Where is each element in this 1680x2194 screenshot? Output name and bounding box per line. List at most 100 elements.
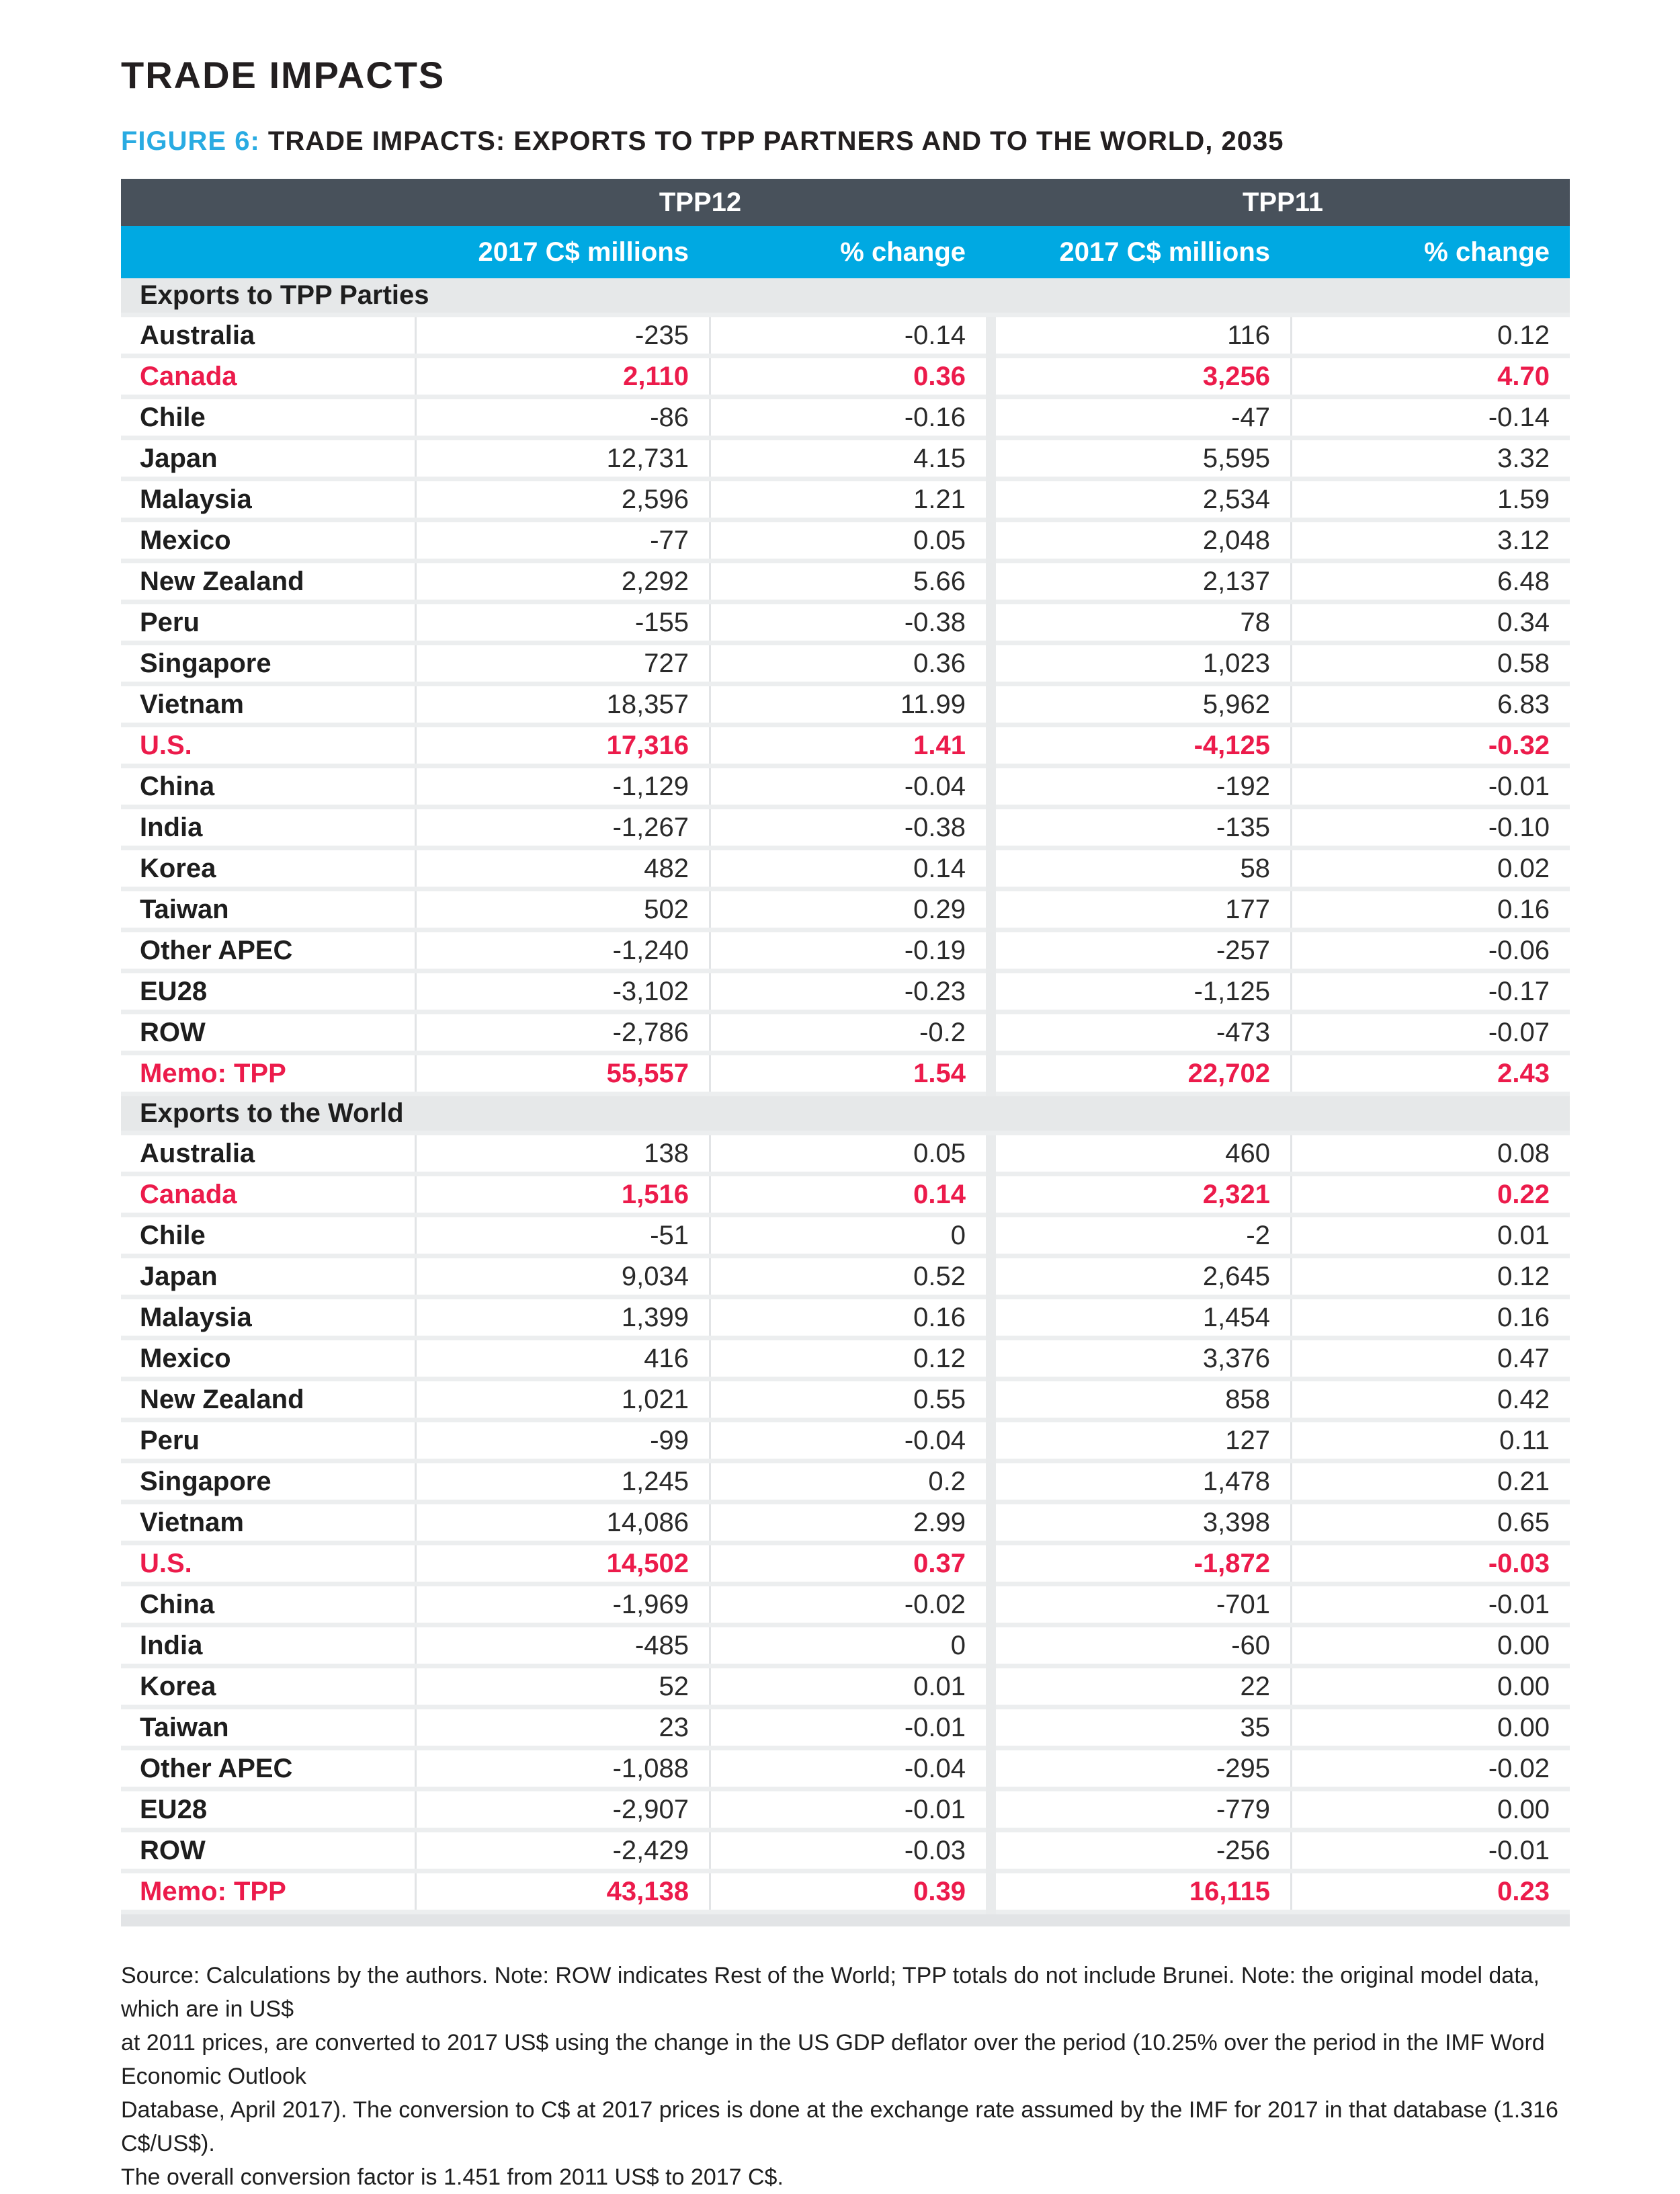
- cell-tpp11-value: -135: [1216, 812, 1270, 842]
- table-body: Exports to TPP Parties Australia -235 -0.14…: [121, 278, 1570, 1914]
- cell-tpp12-value: 2,596: [415, 481, 709, 518]
- table-row: Singapore 1,245 0.2 1,478 0.21: [121, 1463, 1570, 1504]
- cell-tpp11-pct: 0.34: [1290, 604, 1570, 641]
- column-group-gap: [986, 440, 996, 481]
- cell-tpp11-pct: 3.12: [1290, 522, 1570, 559]
- cell-tpp11-value: 116: [1227, 320, 1270, 350]
- cell-tpp12-value: -1,129: [415, 768, 709, 805]
- section-header: Exports to TPP Parties: [121, 278, 1570, 317]
- cell-tpp11-pct: 4.70: [1290, 358, 1570, 395]
- column-group-gap: [986, 1545, 996, 1586]
- cell-tpp11-pct: 0.11: [1290, 1422, 1570, 1459]
- cell-tpp12-pct: 0.52: [709, 1258, 986, 1295]
- cell-tpp11-value: -192: [1216, 771, 1270, 801]
- cell-tpp12-pct: -0.02: [709, 1586, 986, 1623]
- group-header-tpp11: TPP11: [1242, 187, 1324, 217]
- cell-tpp11-value: -1,125: [1193, 976, 1270, 1006]
- cell-tpp12-pct: 0.14: [709, 1176, 986, 1213]
- table-row: Korea 482 0.14 58 0.02: [121, 850, 1570, 891]
- row-label: Malaysia: [140, 1302, 252, 1332]
- row-label: Korea: [140, 853, 216, 883]
- cell-tpp12-value: 1,021: [415, 1381, 709, 1418]
- column-group-gap: [986, 1381, 996, 1422]
- cell-tpp11-pct: 1.59: [1290, 481, 1570, 518]
- column-group-gap: [986, 727, 996, 768]
- cell-tpp12-value: 23: [415, 1709, 709, 1746]
- row-label: India: [140, 812, 203, 842]
- cell-tpp11-pct: 0.00: [1290, 1709, 1570, 1746]
- column-group-gap: [986, 563, 996, 604]
- cell-tpp12-pct: -0.01: [709, 1791, 986, 1828]
- row-label: Memo: TPP: [140, 1058, 286, 1088]
- row-label: EU28: [140, 1794, 208, 1824]
- row-label: Peru: [140, 1425, 200, 1455]
- column-group-gap: [986, 522, 996, 563]
- cell-tpp11-pct: 2.43: [1290, 1055, 1570, 1092]
- cell-tpp12-value: 18,357: [415, 686, 709, 723]
- source-note-line: Source: Calculations by the authors. Not…: [121, 1963, 1540, 2022]
- cell-tpp11-pct: -0.07: [1290, 1014, 1570, 1051]
- row-label: Taiwan: [140, 1712, 229, 1742]
- cell-tpp12-value: -155: [415, 604, 709, 641]
- column-group-gap: [986, 399, 996, 440]
- cell-tpp11-pct: 0.23: [1290, 1873, 1570, 1910]
- cell-tpp11-pct: 0.47: [1290, 1340, 1570, 1377]
- column-group-gap: [986, 1135, 996, 1176]
- cell-tpp12-pct: 0.16: [709, 1299, 986, 1336]
- cell-tpp11-pct: 0.16: [1290, 891, 1570, 928]
- table-row: Taiwan 502 0.29 177 0.16: [121, 891, 1570, 932]
- cell-tpp12-value: -1,267: [415, 809, 709, 846]
- column-group-gap: [986, 1055, 996, 1096]
- table-row: China -1,129 -0.04 -192 -0.01: [121, 768, 1570, 809]
- cell-tpp12-value: 17,316: [415, 727, 709, 764]
- cell-tpp11-value: 177: [1225, 894, 1270, 924]
- cell-tpp11-value: -295: [1216, 1753, 1270, 1783]
- table-row: Chile -86 -0.16 -47 -0.14: [121, 399, 1570, 440]
- cell-tpp12-value: -2,907: [415, 1791, 709, 1828]
- row-label: Taiwan: [140, 894, 229, 924]
- row-label: Vietnam: [140, 1507, 244, 1537]
- row-label: New Zealand: [140, 1384, 304, 1414]
- cell-tpp12-pct: 2.99: [709, 1504, 986, 1541]
- cell-tpp11-pct: 0.02: [1290, 850, 1570, 887]
- cell-tpp12-pct: 1.54: [709, 1055, 986, 1092]
- cell-tpp12-pct: 11.99: [709, 686, 986, 723]
- table-bottom-bar: [121, 1914, 1570, 1926]
- column-group-gap: [986, 645, 996, 686]
- cell-tpp12-pct: 0.37: [709, 1545, 986, 1582]
- cell-tpp12-pct: 0.39: [709, 1873, 986, 1910]
- column-group-gap: [986, 768, 996, 809]
- cell-tpp12-pct: 0.12: [709, 1340, 986, 1377]
- cell-tpp12-pct: -0.16: [709, 399, 986, 436]
- cell-tpp11-value: 16,115: [1189, 1876, 1270, 1906]
- column-group-gap: [986, 1586, 996, 1627]
- cell-tpp12-pct: 0.36: [709, 645, 986, 682]
- table-row: Peru -99 -0.04 127 0.11: [121, 1422, 1570, 1463]
- cell-tpp12-value: 1,516: [415, 1176, 709, 1213]
- column-group-gap: [986, 1176, 996, 1217]
- cell-tpp11-value: 5,962: [1202, 689, 1270, 719]
- cell-tpp11-pct: -0.01: [1290, 768, 1570, 805]
- row-label: Other APEC: [140, 935, 293, 965]
- cell-tpp11-value: 1,454: [1202, 1302, 1270, 1332]
- cell-tpp12-pct: 0.14: [709, 850, 986, 887]
- row-label: Singapore: [140, 1466, 271, 1496]
- cell-tpp12-value: 1,399: [415, 1299, 709, 1336]
- cell-tpp11-value: 2,137: [1202, 566, 1270, 596]
- cell-tpp11-pct: 6.48: [1290, 563, 1570, 600]
- cell-tpp11-value: 78: [1240, 607, 1271, 637]
- table-row: EU28 -3,102 -0.23 -1,125 -0.17: [121, 973, 1570, 1014]
- cell-tpp12-pct: -0.03: [709, 1832, 986, 1869]
- cell-tpp11-pct: -0.10: [1290, 809, 1570, 846]
- cell-tpp12-value: -235: [415, 317, 709, 354]
- table-row: Other APEC -1,088 -0.04 -295 -0.02: [121, 1750, 1570, 1791]
- group-header-tpp12: TPP12: [659, 187, 742, 217]
- cell-tpp11-pct: -0.06: [1290, 932, 1570, 969]
- cell-tpp12-pct: -0.19: [709, 932, 986, 969]
- cell-tpp11-value: 2,048: [1202, 525, 1270, 555]
- cell-tpp12-pct: 0: [709, 1627, 986, 1664]
- cell-tpp11-pct: 3.32: [1290, 440, 1570, 477]
- cell-tpp11-value: 35: [1240, 1712, 1271, 1742]
- table-row: Vietnam 14,086 2.99 3,398 0.65: [121, 1504, 1570, 1545]
- cell-tpp11-value: 3,256: [1202, 361, 1270, 391]
